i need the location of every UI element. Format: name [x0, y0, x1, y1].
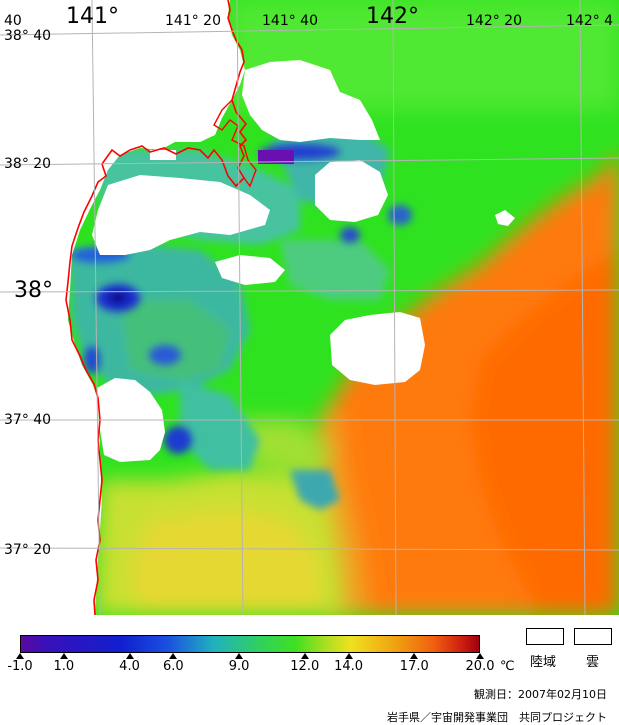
parallel-37-20 — [0, 547, 619, 551]
cloud-swatch-label: 雲 — [586, 655, 600, 670]
colorbar-tick — [344, 653, 353, 659]
cloud-strip — [150, 150, 176, 160]
south-yellow-band — [95, 420, 345, 615]
colorbar-tick-label: 4.0 — [119, 659, 140, 674]
colorbar-tick — [300, 653, 309, 659]
purple-cold-patch — [258, 150, 294, 164]
sea-surface-temperature-map: 40 141° 141° 20 141° 40 142° 142° 20 142… — [0, 0, 619, 615]
cloud-speck — [495, 210, 515, 226]
colorbar-tick — [59, 653, 68, 659]
cloud-east-small — [315, 160, 388, 222]
parallel-38-40 — [0, 24, 619, 36]
lon-label-141: 141° — [66, 4, 119, 29]
cloud-cover — [92, 60, 515, 462]
lat-label-38: 38° — [14, 278, 53, 303]
colorbar-tick — [125, 653, 134, 659]
graticule — [0, 0, 619, 615]
lat-label-37-20: 37° 20 — [4, 542, 52, 558]
coastline-bay — [213, 99, 257, 188]
colorbar-tick — [16, 653, 24, 659]
colorbar-tick-label: 6.0 — [162, 659, 184, 674]
lat-label-38-40: 38° 40 — [4, 28, 52, 44]
parallel-38-20 — [0, 157, 619, 166]
colorbar-tick — [476, 653, 484, 659]
cloud-mid — [215, 255, 285, 285]
project-credit: 岩手県／宇宙開発事業団 共同プロジェクト — [387, 711, 607, 724]
parallel-38 — [0, 289, 619, 293]
lon-label-141-40: 141° 40 — [262, 13, 318, 29]
lat-label-38-20: 38° 20 — [4, 156, 52, 172]
land-swatch-label: 陸域 — [530, 655, 557, 670]
meridian-141 — [91, 0, 101, 615]
lon-label-142-40: 142° 4 — [566, 13, 614, 29]
observation-date: 観測日：2007年02月10日 — [474, 688, 607, 701]
cloud-north — [242, 60, 380, 142]
meridian-142-20 — [579, 0, 586, 615]
colorbar-tick-label: 17.0 — [399, 659, 429, 674]
lon-label-142-20: 142° 20 — [466, 13, 522, 29]
colorbar-tick-label: 12.0 — [290, 659, 320, 674]
colorbar-tick-label: 14.0 — [334, 659, 364, 674]
colorbar-tick-label: -1.0 — [7, 659, 33, 674]
cloud-swatch — [574, 628, 612, 645]
colorbar-tick-label: 1.0 — [53, 659, 75, 674]
colorbar-tick — [169, 653, 178, 659]
lon-label-141-20: 141° 20 — [165, 13, 221, 29]
colorbar-tick — [235, 653, 244, 659]
coastline — [65, 0, 248, 615]
cloud-offshore — [330, 312, 425, 385]
sea-surface — [68, 0, 619, 615]
legend-area — [0, 615, 619, 725]
colorbar-tick-label: 20.0 — [465, 659, 495, 674]
land-swatch — [526, 628, 564, 645]
meridian-142 — [392, 0, 397, 615]
lon-label-142: 142° — [366, 4, 419, 29]
cloud-coastal — [92, 175, 270, 255]
meridian-141-20 — [236, 0, 244, 615]
temperature-colorbar — [20, 635, 480, 653]
temperature-unit: ℃ — [500, 659, 515, 674]
colorbar-tick — [410, 653, 419, 659]
lon-label-corner: 40 — [4, 13, 22, 29]
colorbar-tick-label: 9.0 — [228, 659, 250, 674]
lat-label-37-40: 37° 40 — [4, 412, 52, 428]
map-canvas — [0, 0, 619, 615]
